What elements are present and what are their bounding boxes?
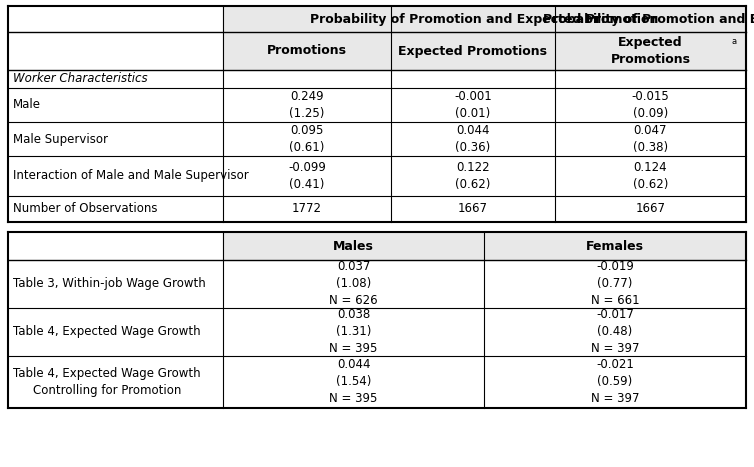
Text: 1667: 1667 — [636, 203, 666, 215]
Text: 0.047
(0.38): 0.047 (0.38) — [633, 124, 668, 154]
Text: Worker Characteristics: Worker Characteristics — [13, 72, 148, 85]
Text: -0.015
(0.09): -0.015 (0.09) — [632, 90, 670, 120]
Text: Probability of Promotion and Expected Promotion: Probability of Promotion and Expected Pr… — [543, 13, 754, 26]
Text: Table 3, Within-job Wage Growth: Table 3, Within-job Wage Growth — [13, 277, 206, 290]
Text: Table 4, Expected Wage Growth: Table 4, Expected Wage Growth — [13, 325, 201, 339]
Text: -0.021
(0.59)
N = 397: -0.021 (0.59) N = 397 — [590, 359, 639, 405]
Text: 0.095
(0.61): 0.095 (0.61) — [290, 124, 325, 154]
Text: -0.019
(0.77)
N = 661: -0.019 (0.77) N = 661 — [590, 261, 639, 307]
Text: -0.001
(0.01): -0.001 (0.01) — [454, 90, 492, 120]
Text: Number of Observations: Number of Observations — [13, 203, 158, 215]
Text: 0.124
(0.62): 0.124 (0.62) — [633, 161, 668, 191]
Text: -0.017
(0.48)
N = 397: -0.017 (0.48) N = 397 — [590, 309, 639, 355]
Text: 0.044
(0.36): 0.044 (0.36) — [455, 124, 491, 154]
Text: Promotions: Promotions — [267, 44, 347, 57]
Text: Females: Females — [586, 240, 644, 253]
Text: Male Supervisor: Male Supervisor — [13, 133, 108, 146]
Text: -0.099
(0.41): -0.099 (0.41) — [288, 161, 326, 191]
Text: 0.122
(0.62): 0.122 (0.62) — [455, 161, 491, 191]
Text: Expected
Promotions: Expected Promotions — [611, 36, 691, 66]
Text: Interaction of Male and Male Supervisor: Interaction of Male and Male Supervisor — [13, 170, 249, 183]
Text: 1772: 1772 — [292, 203, 322, 215]
Text: Expected Promotions: Expected Promotions — [399, 44, 547, 57]
Text: 0.249
(1.25): 0.249 (1.25) — [290, 90, 325, 120]
Text: Probability of Promotion and Expected Promotion: Probability of Promotion and Expected Pr… — [311, 13, 659, 26]
Text: Table 4, Expected Wage Growth
Controlling for Promotion: Table 4, Expected Wage Growth Controllin… — [13, 367, 201, 397]
Text: 0.037
(1.08)
N = 626: 0.037 (1.08) N = 626 — [329, 261, 378, 307]
Text: 1667: 1667 — [458, 203, 488, 215]
Text: 0.038
(1.31)
N = 395: 0.038 (1.31) N = 395 — [329, 309, 378, 355]
Text: a: a — [731, 36, 737, 45]
Text: Males: Males — [333, 240, 374, 253]
Text: 0.044
(1.54)
N = 395: 0.044 (1.54) N = 395 — [329, 359, 378, 405]
Text: Male: Male — [13, 99, 41, 112]
